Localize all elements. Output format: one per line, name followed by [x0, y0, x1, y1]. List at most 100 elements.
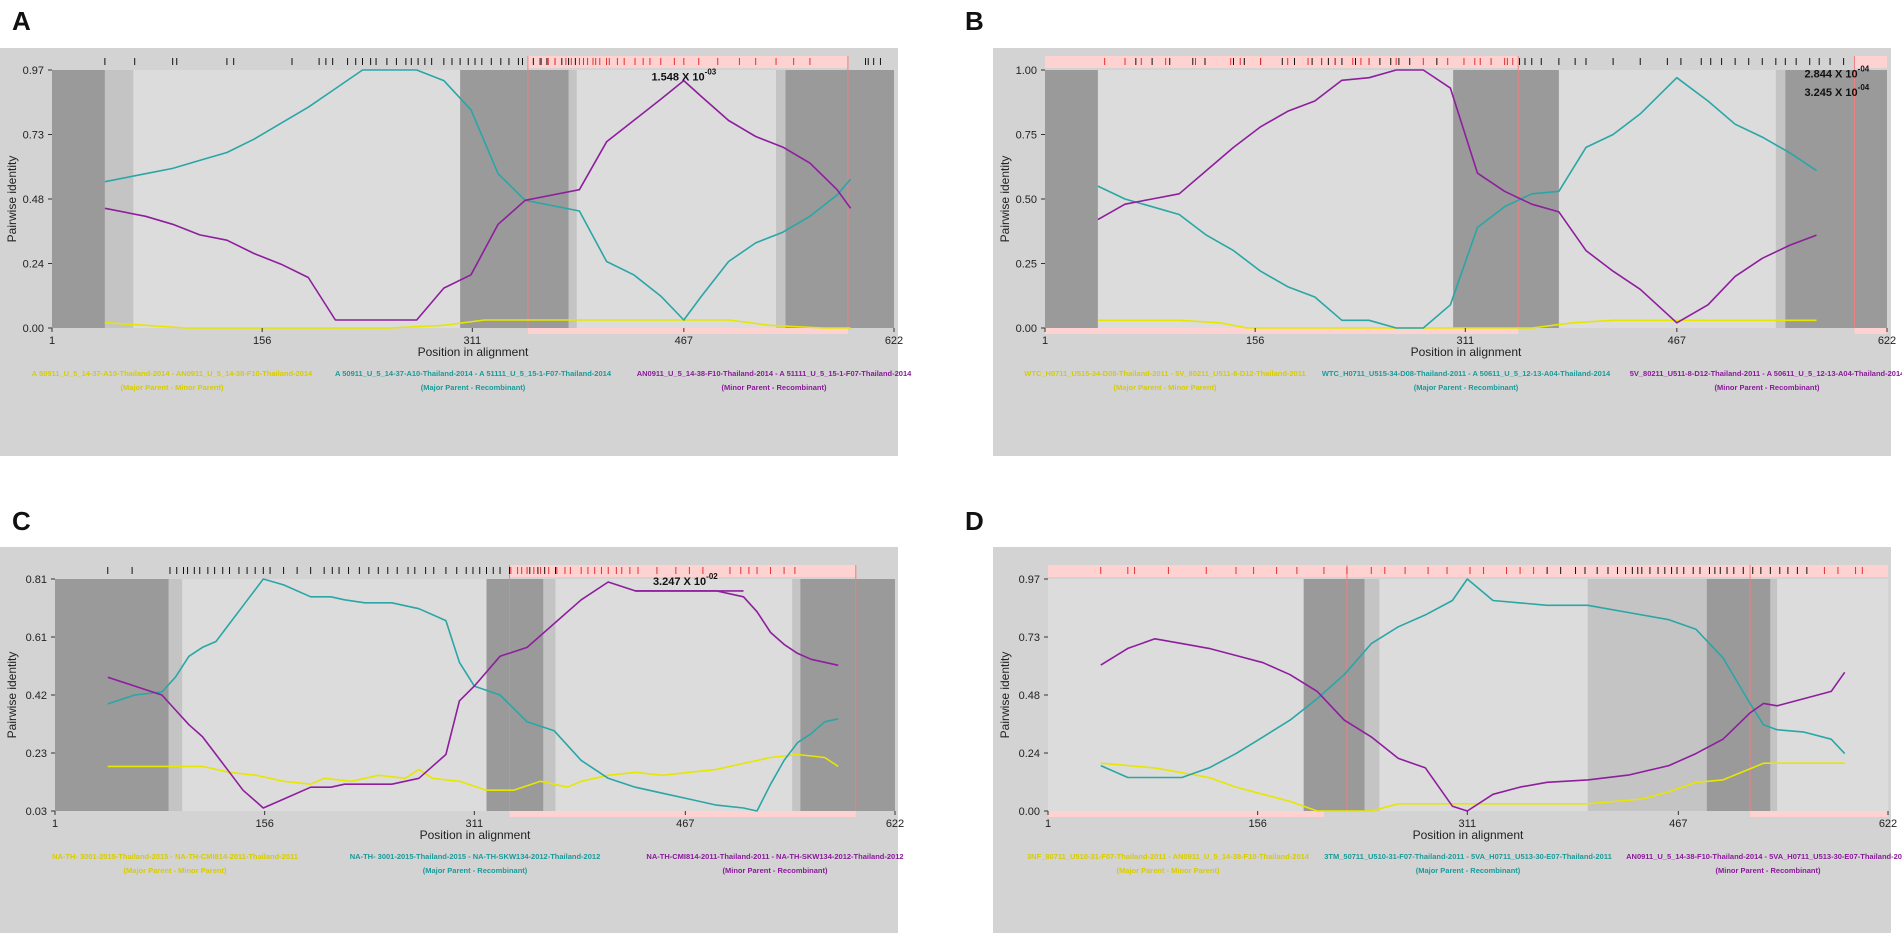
- panel-letter: A: [12, 6, 31, 36]
- legend-pair-label: A 50911_U_5_14-37-A10-Thailand-2014 - AN…: [32, 369, 313, 378]
- shade-region-dark: [460, 70, 569, 328]
- y-tick-label: 0.23: [26, 748, 47, 760]
- plot-area: [55, 579, 895, 811]
- shade-region-dark: [55, 579, 169, 811]
- significance-band-bottom: [509, 811, 856, 817]
- series-line-yellow: [1100, 762, 1845, 812]
- shade-region-dark: [785, 70, 894, 328]
- legend-pair-label: 3TM_50711_U510-31-F07-Thailand-2011 - 5V…: [1324, 852, 1612, 861]
- p-value-base: 3.247 X 10: [653, 576, 706, 588]
- y-tick-label: 0.97: [1019, 574, 1040, 586]
- x-tick-label: 156: [1248, 818, 1266, 830]
- p-value-annotation: 2.844 X 10-04: [1804, 65, 1869, 81]
- legend-pair-label: AN0911_U_5_14-38-F10-Thailand-2014 - A 5…: [637, 369, 912, 378]
- series-line-purple: [104, 79, 852, 321]
- chart-b: 1.00 0.75 0.50 0.25 0.00 1 156 311 467 622 Positio…: [993, 48, 1902, 456]
- y-tick-label: 0.50: [1016, 194, 1037, 206]
- p-value-annotation: 3.245 X 10-04: [1804, 83, 1869, 99]
- shade-region-dark: [1706, 579, 1771, 811]
- legend-role-label: (Minor Parent - Recombinant): [722, 866, 828, 875]
- significance-band: [527, 56, 848, 68]
- chart-a: 0.97 0.73 0.48 0.24 0.00 1 156 311 467 622 Positio…: [0, 48, 912, 456]
- significance-band-bottom: [1045, 328, 1519, 334]
- shade-region-light: [168, 579, 183, 811]
- legend-pair-label: WTC_H0711_U515-34-D08-Thailand-2011 - 5V…: [1024, 369, 1305, 378]
- panel-a: A 0.97 0.73 0.48 0.24 0.00 1 156 311 467 622 Posit…: [0, 0, 950, 470]
- panel-d: D 0.97 0.73 0.48 0.24 0.00 1 156 311 467 622 Posit…: [960, 500, 1902, 947]
- significance-band: [1045, 56, 1519, 68]
- x-axis-label: Position in alignment: [1411, 345, 1522, 359]
- x-tick-label: 467: [676, 818, 694, 830]
- x-tick-label: 1: [49, 335, 55, 347]
- legend-role-label: (Major Parent - Recombinant): [1416, 866, 1521, 875]
- legend-pair-label: AN0911_U_5_14-38-F10-Thailand-2014 - 5VA…: [1626, 852, 1902, 861]
- y-tick-label: 0.03: [26, 806, 47, 818]
- shade-region-light: [568, 70, 577, 328]
- y-tick-label: 0.24: [1019, 748, 1040, 760]
- shade-region-light: [1587, 579, 1707, 811]
- legend-role-label: (Major Parent - Minor Parent): [124, 866, 227, 875]
- series-line-yellow: [104, 319, 851, 329]
- shade-region-light: [1364, 579, 1380, 811]
- significance-band-bottom: [527, 328, 848, 334]
- y-axis-label: Pairwise identity: [998, 156, 1012, 243]
- shade-region-dark: [1453, 70, 1559, 328]
- y-axis-label: Pairwise identity: [998, 652, 1012, 739]
- y-tick-label: 0.00: [1019, 806, 1040, 818]
- shade-region-light: [776, 70, 786, 328]
- shade-region-dark: [52, 70, 105, 328]
- chart-d: 0.97 0.73 0.48 0.24 0.00 1 156 311 467 622 Positio…: [993, 547, 1902, 933]
- y-tick-label: 0.48: [1019, 690, 1040, 702]
- x-tick-label: 311: [1457, 335, 1475, 347]
- x-axis-label: Position in alignment: [420, 828, 531, 842]
- p-value-exponent: -04: [1858, 83, 1870, 92]
- x-tick-label: 622: [1878, 335, 1896, 347]
- x-tick-label: 311: [1459, 818, 1477, 830]
- significance-band-bottom: [1048, 811, 1324, 817]
- significance-band: [509, 565, 856, 577]
- legend-role-label: (Minor Parent - Recombinant): [1715, 866, 1821, 875]
- y-tick-label: 0.24: [23, 259, 44, 271]
- x-tick-label: 1: [1042, 335, 1048, 347]
- legend-role-label: (Major Parent - Recombinant): [421, 383, 526, 392]
- y-tick-label: 0.00: [23, 323, 44, 335]
- y-tick-label: 0.73: [1019, 632, 1040, 644]
- y-tick-label: 0.42: [26, 690, 47, 702]
- shade-region-dark: [1045, 70, 1098, 328]
- series-line-purple: [1097, 69, 1817, 324]
- shade-region-dark: [1303, 579, 1365, 811]
- legend-role-label: (Major Parent - Minor Parent): [121, 383, 224, 392]
- shade-region-dark: [800, 579, 895, 811]
- p-value-exponent: -04: [1858, 65, 1870, 74]
- x-tick-label: 156: [253, 335, 271, 347]
- shade-region-dark: [486, 579, 544, 811]
- significance-band: [1048, 565, 1888, 577]
- legend-pair-label: 5V_80211_U511-8-D12-Thailand-2011 - A 50…: [1630, 369, 1902, 378]
- series-line-yellow: [1097, 319, 1817, 329]
- legend-role-label: (Minor Parent - Recombinant): [1714, 383, 1820, 392]
- p-value-base: 3.245 X 10: [1804, 87, 1857, 99]
- x-tick-label: 311: [464, 335, 482, 347]
- p-value-base: 1.548 X 10: [651, 72, 704, 84]
- p-value-exponent: -03: [705, 68, 717, 77]
- shade-region-light: [104, 70, 134, 328]
- y-tick-label: 0.81: [26, 574, 47, 586]
- legend-pair-label: 3NF_80711_U510-31-F07-Thailand-2011 - AN…: [1027, 852, 1310, 861]
- x-tick-label: 311: [466, 818, 484, 830]
- legend-role-label: (Minor Parent - Recombinant): [721, 383, 827, 392]
- x-tick-label: 1: [1045, 818, 1051, 830]
- x-tick-label: 156: [1246, 335, 1264, 347]
- x-tick-label: 467: [675, 335, 693, 347]
- significance-band: [1854, 56, 1887, 68]
- y-tick-label: 0.61: [26, 632, 47, 644]
- series-line-teal: [107, 578, 839, 812]
- p-value-exponent: -02: [706, 572, 718, 581]
- y-axis-label: Pairwise identity: [5, 652, 19, 739]
- y-tick-label: 0.97: [23, 65, 44, 77]
- shade-region-light: [1770, 579, 1778, 811]
- shade-region-light: [792, 579, 801, 811]
- x-tick-label: 622: [885, 335, 903, 347]
- panel-b: B 1.00 0.75 0.50 0.25 0.00 1 156 311 467 622 Posit…: [960, 0, 1902, 470]
- y-tick-label: 0.25: [1016, 259, 1037, 271]
- y-tick-label: 0.00: [1016, 323, 1037, 335]
